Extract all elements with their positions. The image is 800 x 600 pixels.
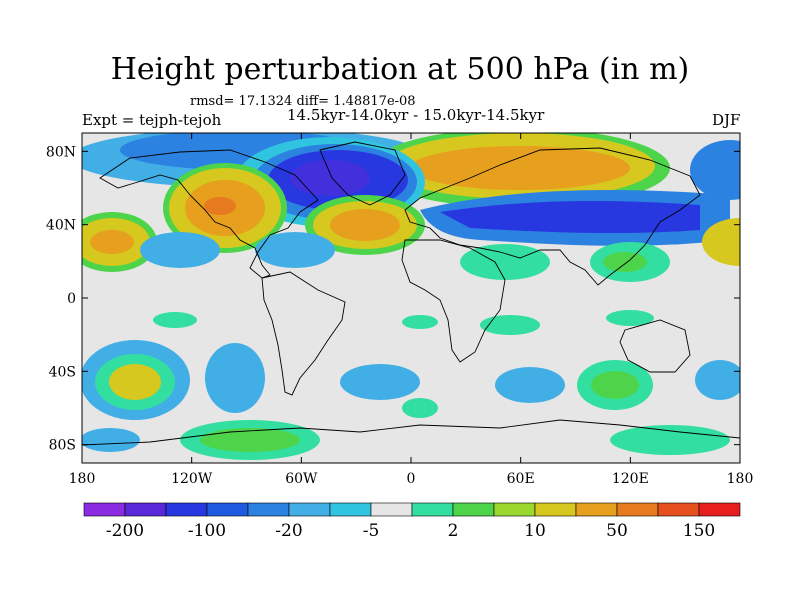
colorbar-label: -20: [275, 521, 302, 541]
colorbar-swatch: [534, 502, 577, 517]
map-title: Height perturbation at 500 hPa (in m): [110, 52, 690, 87]
colorbar: -200 -100 -20 -5 2 10 50 150: [83, 502, 741, 541]
colorbar-swatch: [657, 502, 700, 517]
season-label: DJF: [712, 111, 741, 129]
lon-tick-label: 180: [69, 471, 96, 487]
colorbar-swatch: [370, 502, 413, 517]
longitude-axis: 180 120W 60W 0 60E 120E 180: [69, 133, 754, 487]
contour-field: [82, 133, 740, 463]
colorbar-swatch: [698, 502, 741, 517]
lat-tick-label: 80S: [49, 438, 76, 454]
lon-tick-label: 60W: [285, 471, 318, 487]
lat-tick-label: 0: [67, 291, 76, 307]
lon-tick-label: 180: [727, 471, 754, 487]
stats-text: rmsd= 17.1324 diff= 1.48817e-08: [190, 94, 416, 109]
colorbar-swatch: [124, 502, 167, 517]
colorbar-label: 50: [606, 521, 628, 541]
lat-tick-label: 40N: [46, 218, 76, 234]
colorbar-swatch: [247, 502, 290, 517]
lon-tick-label: 0: [407, 471, 416, 487]
north-america-coast: [99, 149, 319, 279]
colorbar-label: 2: [448, 521, 459, 541]
colorbar-swatch: [165, 502, 208, 517]
colorbar-swatch: [493, 502, 536, 517]
coastlines: [82, 141, 740, 446]
eurasia-coast: [404, 147, 701, 286]
colorbar-label: -100: [188, 521, 226, 541]
colorbar-swatch: [575, 502, 618, 517]
lat-tick-label: 80N: [46, 144, 76, 160]
greenland-coast: [319, 141, 406, 206]
latitude-axis: 80N 40N 0 40S 80S: [46, 144, 740, 454]
experiment-label: Expt = tejph-tejoh: [82, 111, 222, 129]
colorbar-swatch: [452, 502, 495, 517]
africa-coast: [401, 239, 506, 363]
lon-tick-label: 60E: [507, 471, 535, 487]
lon-tick-label: 120W: [171, 471, 213, 487]
colorbar-swatch: [616, 502, 659, 517]
colorbar-swatch: [206, 502, 249, 517]
antarctica-coast: [82, 419, 740, 446]
lon-tick-label: 120E: [612, 471, 649, 487]
colorbar-label: 150: [683, 521, 715, 541]
colorbar-swatch: [329, 502, 372, 517]
colorbar-swatch: [83, 502, 126, 517]
colorbar-swatch: [288, 502, 331, 517]
colorbar-label: 10: [524, 521, 546, 541]
south-america-coast: [261, 271, 346, 396]
australia-coast: [619, 319, 691, 373]
lat-tick-label: 40S: [49, 364, 76, 380]
colorbar-label: -5: [363, 521, 380, 541]
colorbar-swatch: [411, 502, 454, 517]
period-label: 14.5kyr-14.0kyr - 15.0kyr-14.5kyr: [287, 106, 545, 124]
colorbar-label: -200: [106, 521, 144, 541]
